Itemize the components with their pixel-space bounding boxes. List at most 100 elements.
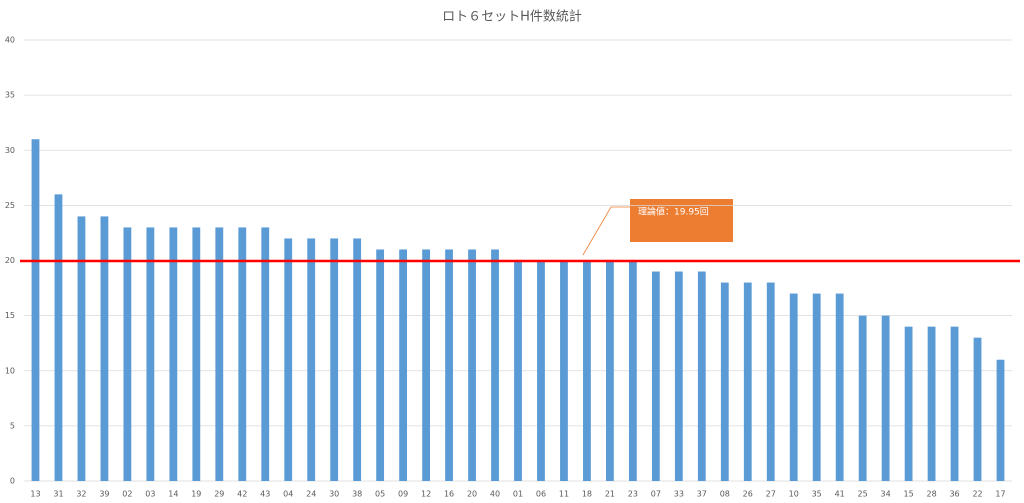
x-tick-label: 27 <box>766 490 776 499</box>
bar <box>881 315 890 481</box>
y-tick-label: 40 <box>5 36 15 45</box>
bar <box>697 271 706 481</box>
bar <box>927 326 936 481</box>
callout-box <box>630 199 733 242</box>
x-tick-label: 33 <box>674 490 684 499</box>
bar <box>812 293 821 481</box>
bar <box>100 216 109 481</box>
x-tick-label: 43 <box>260 490 270 499</box>
x-tick-label: 20 <box>467 490 477 499</box>
x-tick-label: 13 <box>30 490 40 499</box>
bar <box>950 326 959 481</box>
y-tick-label: 35 <box>5 91 15 100</box>
bar <box>146 227 155 481</box>
x-tick-label: 09 <box>398 490 408 499</box>
y-tick-label: 10 <box>5 366 15 375</box>
bar <box>491 249 499 481</box>
x-tick-label: 34 <box>881 490 891 499</box>
x-tick-label: 29 <box>214 490 224 499</box>
x-tick-label: 38 <box>352 490 362 499</box>
x-tick-label: 37 <box>697 490 707 499</box>
y-tick-label: 0 <box>10 477 15 486</box>
callout-label: 理論値：19.95回 <box>638 206 709 218</box>
x-tick-label: 22 <box>972 490 982 499</box>
bar <box>606 260 614 481</box>
x-tick-label: 21 <box>605 490 615 499</box>
x-tick-label: 42 <box>237 490 247 499</box>
x-tick-label: 25 <box>858 490 868 499</box>
bar <box>628 260 637 481</box>
bar <box>996 359 1005 481</box>
bar <box>192 227 201 481</box>
bar <box>399 249 408 481</box>
x-tick-label: 02 <box>122 490 132 499</box>
x-tick-label: 07 <box>651 490 661 499</box>
bar <box>123 227 132 481</box>
x-tick-label: 24 <box>306 490 316 499</box>
callout-leader <box>582 206 630 256</box>
bar <box>560 260 568 481</box>
bar <box>973 337 982 481</box>
x-tick-label: 35 <box>812 490 822 499</box>
y-tick-label: 5 <box>10 421 15 430</box>
x-tick-label: 18 <box>582 490 592 499</box>
x-tick-label: 23 <box>628 490 638 499</box>
bar <box>376 249 385 481</box>
y-tick-label: 30 <box>5 146 15 155</box>
bar <box>743 282 752 481</box>
x-tick-label: 28 <box>926 490 936 499</box>
chart-title: ロト６セットH件数統計 <box>442 9 582 25</box>
bar <box>422 249 430 481</box>
bar <box>353 238 362 481</box>
y-tick-label: 25 <box>5 201 15 210</box>
bar <box>904 326 913 481</box>
x-tick-label: 15 <box>904 490 914 499</box>
x-tick-label: 41 <box>835 490 845 499</box>
x-tick-label: 12 <box>421 490 431 499</box>
x-tick-label: 17 <box>995 490 1005 499</box>
x-tick-label: 32 <box>76 490 86 499</box>
x-tick-label: 39 <box>99 490 109 499</box>
bar <box>31 139 40 481</box>
bar <box>445 249 453 481</box>
x-tick-label: 10 <box>789 490 799 499</box>
bar <box>307 238 316 481</box>
x-tick-label: 19 <box>191 490 201 499</box>
bar <box>284 238 293 481</box>
bar <box>261 227 270 481</box>
bar <box>835 293 844 481</box>
bar <box>514 260 522 481</box>
bar <box>583 260 591 481</box>
bar <box>238 227 247 481</box>
bar <box>468 249 476 481</box>
x-tick-label: 30 <box>329 490 339 499</box>
x-tick-label: 31 <box>53 490 63 499</box>
bar <box>537 260 545 481</box>
x-tick-label: 11 <box>559 490 569 499</box>
bar <box>766 282 775 481</box>
bar <box>858 315 867 481</box>
x-tick-label: 03 <box>145 490 155 499</box>
x-tick-label: 04 <box>283 490 293 499</box>
y-tick-label: 15 <box>5 311 15 320</box>
x-tick-label: 06 <box>536 490 546 499</box>
x-tick-label: 26 <box>743 490 753 499</box>
bar <box>215 227 224 481</box>
x-tick-label: 01 <box>513 490 523 499</box>
y-tick-label: 20 <box>5 256 15 265</box>
x-tick-label: 08 <box>720 490 730 499</box>
x-tick-label: 40 <box>490 490 500 499</box>
bar <box>330 238 339 481</box>
x-tick-label: 14 <box>168 490 178 499</box>
x-tick-label: 16 <box>444 490 454 499</box>
bar <box>54 194 63 481</box>
bar <box>789 293 798 481</box>
x-tick-label: 36 <box>949 490 959 499</box>
bar <box>674 271 683 481</box>
x-tick-label: 05 <box>375 490 385 499</box>
bar <box>651 271 660 481</box>
bar <box>169 227 178 481</box>
bar <box>77 216 86 481</box>
